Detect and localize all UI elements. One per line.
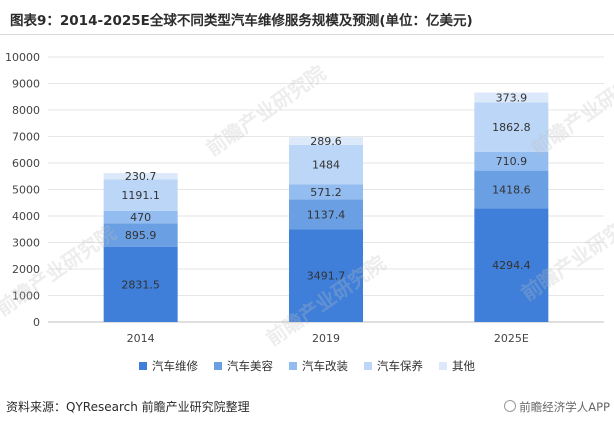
bar-segment — [289, 144, 363, 185]
y-tick-label: 2000 — [12, 263, 40, 276]
legend-item: 汽车保养 — [364, 358, 423, 374]
legend-label: 汽车美容 — [227, 359, 273, 373]
brand-label: 前瞻经济学人APP — [504, 399, 610, 415]
data-label: 1418.6 — [492, 183, 531, 196]
legend-item: 其他 — [439, 358, 475, 374]
y-tick-label: 7000 — [12, 131, 40, 144]
x-tick-label: 2025E — [494, 332, 529, 345]
data-label: 1191.1 — [121, 189, 160, 202]
legend-label: 汽车维修 — [152, 359, 198, 373]
y-tick-label: 1000 — [12, 290, 40, 303]
y-tick-label: 10000 — [5, 51, 40, 64]
bar-segment — [474, 102, 549, 152]
data-label: 3491.7 — [307, 270, 346, 283]
bar-segment — [103, 173, 178, 180]
legend-item: 汽车美容 — [214, 358, 273, 374]
bar-segment — [103, 246, 178, 322]
data-label: 710.9 — [496, 155, 528, 168]
data-label: 895.9 — [125, 229, 157, 242]
legend-swatch — [289, 362, 297, 370]
chart-title: 图表9：2014-2025E全球不同类型汽车维修服务规模及预测(单位：亿美元) — [10, 13, 473, 29]
bar-segment — [474, 208, 549, 322]
data-label: 230.7 — [125, 170, 157, 183]
legend-label: 其他 — [452, 359, 475, 373]
data-label: 4294.4 — [492, 259, 531, 272]
bar-segment — [474, 151, 549, 171]
y-tick-label: 9000 — [12, 78, 40, 91]
data-label: 571.2 — [310, 186, 342, 199]
data-label: 289.6 — [310, 135, 342, 148]
brand-logo-icon — [504, 400, 517, 412]
data-label: 470 — [130, 211, 151, 224]
source-note: 资料来源：QYResearch 前瞻产业研究院整理 — [6, 400, 250, 414]
bar-segment — [103, 210, 178, 224]
data-label: 1484 — [312, 159, 340, 172]
y-tick-label: 5000 — [12, 184, 40, 197]
legend-item: 汽车改装 — [289, 358, 348, 374]
y-tick-label: 0 — [33, 316, 40, 329]
data-label: 1137.4 — [307, 208, 346, 221]
legend-swatch — [364, 362, 372, 370]
bar-segment — [289, 199, 363, 230]
data-label: 373.9 — [496, 91, 528, 104]
y-tick-label: 6000 — [12, 157, 40, 170]
bar-segment — [103, 223, 178, 247]
y-tick-label: 3000 — [12, 237, 40, 250]
bar-segment — [289, 184, 363, 200]
bar-segment — [289, 137, 363, 145]
legend-label: 汽车保养 — [377, 359, 423, 373]
bar-segment — [103, 179, 178, 211]
x-tick-label: 2014 — [127, 332, 155, 345]
y-tick-label: 4000 — [12, 210, 40, 223]
y-tick-label: 8000 — [12, 104, 40, 117]
chart-legend: 汽车维修 汽车美容 汽车改装 汽车保养 其他 — [0, 358, 614, 374]
title-divider — [0, 34, 614, 35]
legend-swatch — [139, 362, 147, 370]
bar-segment — [289, 229, 363, 322]
legend-swatch — [214, 362, 222, 370]
data-label: 1862.8 — [492, 121, 531, 134]
legend-label: 汽车改装 — [302, 359, 348, 373]
bar-segment — [474, 92, 549, 103]
x-tick-label: 2019 — [312, 332, 340, 345]
brand-text: 前瞻经济学人APP — [519, 400, 610, 414]
legend-item: 汽车维修 — [139, 358, 198, 374]
data-label: 2831.5 — [121, 278, 160, 291]
bar-segment — [474, 170, 549, 209]
legend-swatch — [439, 362, 447, 370]
